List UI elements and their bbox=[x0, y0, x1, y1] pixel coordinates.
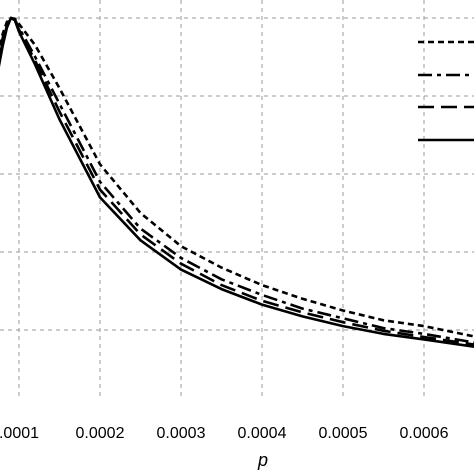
series-line-dotted-short-dash bbox=[0, 16, 474, 338]
x-tick-label-5: 0.0006 bbox=[400, 425, 449, 442]
series-line-solid bbox=[0, 16, 474, 348]
series-curves bbox=[0, 16, 474, 348]
x-tick-labels: .0001 0.0002 0.0003 0.0004 0.0005 0.0006 bbox=[0, 425, 449, 442]
series-line-long-dash bbox=[0, 16, 474, 346]
x-tick-label-4: 0.0005 bbox=[319, 425, 368, 442]
x-tick-label-0: .0001 bbox=[0, 425, 39, 442]
legend bbox=[418, 40, 474, 142]
x-tick-label-2: 0.0003 bbox=[157, 425, 206, 442]
x-tick-label-3: 0.0004 bbox=[238, 425, 287, 442]
x-axis-label: p bbox=[257, 450, 268, 470]
x-tick-label-1: 0.0002 bbox=[76, 425, 125, 442]
grid bbox=[0, 0, 474, 400]
